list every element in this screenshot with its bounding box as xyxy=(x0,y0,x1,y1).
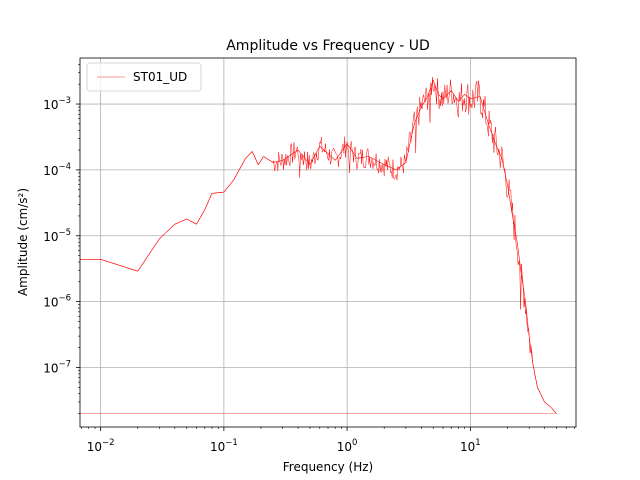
x-tick-label: 101 xyxy=(460,438,481,454)
legend-label: ST01_UD xyxy=(133,70,187,84)
series-noise-ST01_UD xyxy=(80,77,556,413)
ticks: 10−2 10−1 100 101 10−7 10−6 10−5 10−4 10−3 xyxy=(43,64,575,454)
legend-box xyxy=(86,62,202,92)
x-axis-label: Frequency (Hz) xyxy=(283,460,374,474)
y-axis-label: Amplitude (cm/s²) xyxy=(16,188,30,296)
chart-title: Amplitude vs Frequency - UD xyxy=(226,38,430,54)
y-tick-label: 10−6 xyxy=(43,294,71,310)
y-tick-label: 10−5 xyxy=(43,228,71,244)
legend: ST01_UD xyxy=(86,62,202,92)
x-tick-label: 10−2 xyxy=(87,438,115,454)
y-tick-label: 10−4 xyxy=(43,162,71,178)
series-layer xyxy=(80,77,557,414)
x-tick-label: 10−1 xyxy=(210,438,238,454)
y-tick-label: 10−7 xyxy=(43,360,71,376)
grid xyxy=(80,58,576,427)
x-tick-label: 100 xyxy=(337,438,358,454)
y-tick-label: 10−3 xyxy=(43,96,71,112)
